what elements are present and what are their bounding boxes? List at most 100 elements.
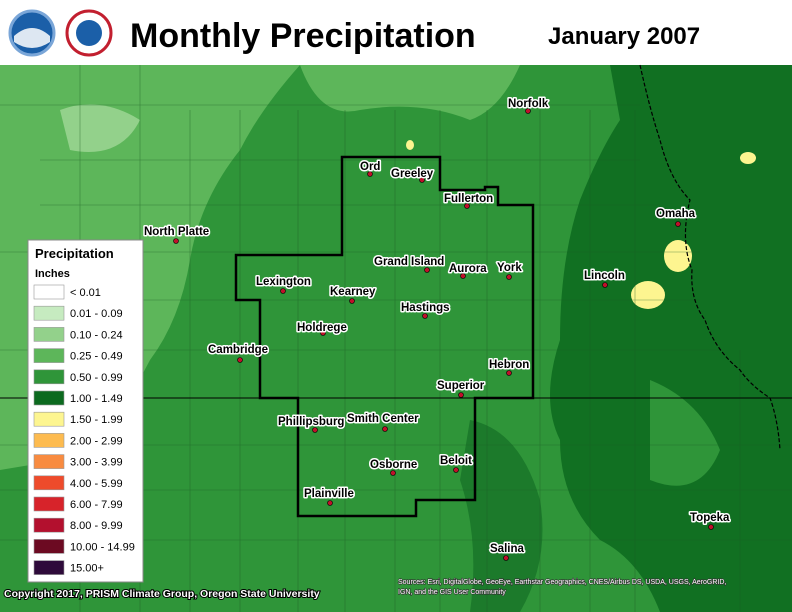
city-dot [708,524,714,530]
city-label: Grand Island [374,256,444,268]
city-dot [422,313,428,319]
city-label: Hebron [489,359,529,371]
city-label: Salina [490,543,524,555]
legend-swatch [33,560,65,575]
legend-swatch [33,517,65,533]
river [639,64,781,451]
city-dot [602,282,608,288]
legend-swatch [33,327,65,342]
legend-swatch [33,284,65,300]
legend-label: 15.00+ [70,563,104,575]
forecast-area-boundary [234,155,535,518]
city-label: Kearney [330,286,376,298]
city-label: Osborne [370,459,417,471]
city-dot [453,467,459,473]
legend-label: 0.10 - 0.24 [70,329,123,341]
city-label: Ord [360,161,380,173]
city-label: Lexington [256,276,311,288]
city-label: Smith Center [347,413,419,425]
city-dot [390,470,396,476]
wet-spot [406,140,414,150]
city-label: Holdrege [297,322,347,334]
legend: Precipitation Inches < 0.01 0.01 - 0.09 0.… [27,239,144,583]
city-dot [464,203,470,209]
legend-label: 10.00 - 14.99 [70,541,135,553]
city-dot [419,177,425,183]
city-label: Hastings [401,302,450,314]
city-dot [458,392,464,398]
legend-label: 1.50 - 1.99 [70,414,123,426]
legend-swatch [33,454,65,469]
sources: IGN, and the GIS User Community [398,589,506,596]
noaa-logo-wave [14,28,50,48]
city-dot [312,427,318,433]
city-label: Plainville [304,488,354,500]
city-dot [367,171,373,177]
legend-swatch [33,348,65,363]
legend-label: 8.00 - 9.99 [70,520,123,532]
wet-spot [631,281,665,309]
city-dot [349,298,355,304]
wet-spot [740,152,756,164]
city-dot [424,267,430,273]
legend-label: 6.00 - 7.99 [70,499,123,511]
light-region [300,65,520,120]
sources: Sources: Esri, DigitalGlobe, GeoEye, Ear… [398,579,726,586]
city-dot [382,426,388,432]
city-dot [280,288,286,294]
city-dot [237,357,243,363]
city-label: Superior [437,380,485,392]
logos [8,9,113,57]
city-label: Norfolk [508,98,549,110]
city-dot [320,330,326,336]
legend-label: 0.25 - 0.49 [70,351,123,363]
legend-swatch [33,305,65,321]
city-label: Beloit [440,455,472,467]
city-label: Aurora [449,263,487,275]
copyright: Copyright 2017, PRISM Climate Group, Ore… [4,588,320,600]
legend-swatch [33,433,65,448]
legend-label: 2.00 - 2.99 [70,435,123,447]
legend-label: 1.00 - 1.49 [70,393,123,405]
city-label: Fullerton [444,193,493,205]
legend-title: Precipitation [35,246,114,261]
city-dot [327,500,333,506]
legend-label: 4.00 - 5.99 [70,478,123,490]
city-label: York [497,262,522,274]
legend-label: 3.00 - 3.99 [70,457,123,469]
dark-region [460,420,543,612]
city-dot [503,555,509,561]
wet-spot [664,240,692,272]
legend-swatch [33,475,65,491]
legend-swatch [33,390,65,406]
cities: Norfolk Ord Greeley Fullerton North Plat… [143,97,732,561]
city-dot [173,238,179,244]
city-label: North Platte [144,226,209,238]
legend-label: 0.50 - 0.99 [70,372,123,384]
city-label: Greeley [391,168,434,180]
title: Monthly Precipitation [130,17,476,55]
period: January 2007 [548,23,700,50]
legend-label: < 0.01 [70,287,101,299]
legend-label: 0.01 - 0.09 [70,308,123,320]
legend-swatch [33,369,65,385]
city-dot [525,108,531,114]
legend-unit: Inches [35,268,70,280]
dark-region [550,65,792,612]
city-label: Omaha [656,208,696,220]
city-dot [506,370,512,376]
city-label: Phillipsburg [278,416,344,428]
city-label: Topeka [690,512,730,524]
legend-swatch [33,411,65,427]
city-label: Lincoln [584,270,625,282]
city-dot [506,274,512,280]
legend-swatch [33,539,65,554]
legend-swatch [33,496,65,512]
city-dot [460,273,466,279]
city-dot [675,221,681,227]
mid-region [650,380,720,486]
header-bar [0,0,792,65]
city-label: Cambridge [208,344,268,356]
nws-logo-center [76,20,102,46]
